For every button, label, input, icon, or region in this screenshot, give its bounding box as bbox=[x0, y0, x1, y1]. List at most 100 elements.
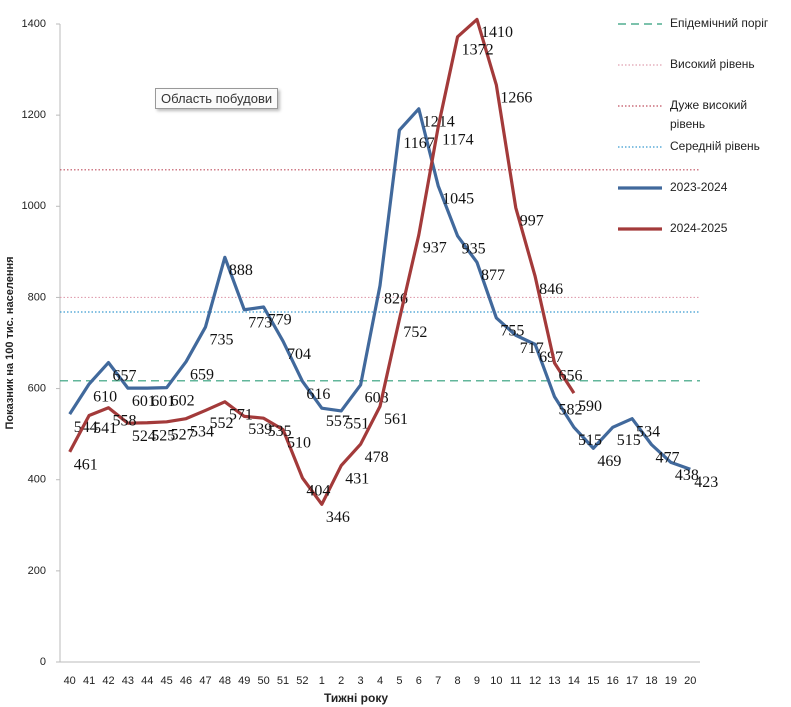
data-label: 551 bbox=[345, 416, 369, 433]
x-tick-label: 40 bbox=[64, 675, 76, 687]
x-tick-label: 4 bbox=[377, 675, 383, 687]
data-label: 779 bbox=[268, 312, 292, 329]
legend-item: Високий рівень bbox=[618, 55, 788, 96]
data-label: 431 bbox=[345, 470, 369, 487]
legend-swatch bbox=[618, 105, 662, 107]
data-label: 935 bbox=[462, 241, 486, 258]
y-axis-label: Показник на 100 тис. населення bbox=[4, 256, 16, 429]
data-label: 735 bbox=[209, 332, 233, 349]
data-label: 717 bbox=[520, 340, 544, 357]
x-tick-label: 5 bbox=[396, 675, 402, 687]
y-tick-label: 0 bbox=[40, 656, 46, 668]
y-tick-label: 200 bbox=[28, 565, 46, 577]
legend-swatch bbox=[618, 146, 662, 148]
y-tick-label: 400 bbox=[28, 474, 46, 486]
x-tick-label: 12 bbox=[529, 675, 541, 687]
data-label: 602 bbox=[171, 392, 195, 409]
legend-item: 2023-2024 bbox=[618, 178, 788, 219]
data-label: 535 bbox=[268, 423, 292, 440]
plot-area-tooltip: Область побудови bbox=[155, 88, 279, 109]
data-label: 478 bbox=[365, 449, 389, 466]
data-label: 755 bbox=[500, 323, 524, 340]
data-label: 697 bbox=[539, 349, 563, 366]
data-label: 656 bbox=[559, 368, 583, 385]
y-tick-label: 1000 bbox=[22, 200, 46, 212]
data-label: 773 bbox=[248, 314, 272, 331]
data-label: 534 bbox=[190, 423, 214, 440]
data-label: 877 bbox=[481, 267, 505, 284]
legend-label: 2023-2024 bbox=[670, 180, 728, 194]
legend-swatch bbox=[618, 186, 662, 190]
data-label: 846 bbox=[539, 281, 563, 298]
legend-label: Епідемічний поріг bbox=[670, 16, 769, 30]
legend-swatch bbox=[618, 64, 662, 66]
x-tick-label: 8 bbox=[455, 675, 461, 687]
data-label: 937 bbox=[423, 240, 447, 257]
y-tick-label: 600 bbox=[28, 382, 46, 394]
x-tick-label: 45 bbox=[161, 675, 173, 687]
x-tick-label: 52 bbox=[296, 675, 308, 687]
data-label: 469 bbox=[597, 453, 621, 470]
x-tick-label: 6 bbox=[416, 675, 422, 687]
legend-swatch bbox=[618, 23, 662, 25]
x-tick-label: 43 bbox=[122, 675, 134, 687]
y-tick-label: 800 bbox=[28, 291, 46, 303]
x-tick-label: 7 bbox=[435, 675, 441, 687]
x-tick-label: 1 bbox=[319, 675, 325, 687]
x-tick-label: 47 bbox=[199, 675, 211, 687]
x-tick-label: 19 bbox=[665, 675, 677, 687]
data-label: 524 bbox=[132, 428, 156, 445]
x-tick-label: 50 bbox=[258, 675, 270, 687]
data-label: 552 bbox=[209, 415, 233, 432]
data-label: 1045 bbox=[442, 190, 474, 207]
x-tick-label: 9 bbox=[474, 675, 480, 687]
x-tick-label: 13 bbox=[548, 675, 560, 687]
data-label: 515 bbox=[578, 432, 602, 449]
data-label: 1372 bbox=[462, 41, 494, 58]
x-tick-label: 17 bbox=[626, 675, 638, 687]
data-label: 534 bbox=[636, 423, 660, 440]
data-label: 510 bbox=[287, 434, 311, 451]
data-label: 582 bbox=[559, 401, 583, 418]
data-label: 1167 bbox=[403, 135, 434, 152]
data-label: 525 bbox=[151, 427, 175, 444]
data-label: 1410 bbox=[481, 24, 513, 41]
data-label: 423 bbox=[694, 474, 718, 491]
y-tick-label: 1400 bbox=[22, 18, 46, 30]
legend-label: Середній рівень bbox=[670, 139, 760, 153]
data-label: 659 bbox=[190, 366, 214, 383]
data-label: 610 bbox=[93, 389, 117, 406]
data-label: 608 bbox=[365, 390, 389, 407]
data-label: 571 bbox=[229, 406, 253, 423]
data-label: 888 bbox=[229, 262, 253, 279]
x-tick-label: 49 bbox=[238, 675, 250, 687]
x-tick-label: 44 bbox=[141, 675, 153, 687]
x-tick-label: 10 bbox=[490, 675, 502, 687]
data-label: 404 bbox=[306, 483, 330, 500]
x-tick-label: 15 bbox=[587, 675, 599, 687]
legend-item: Епідемічний поріг bbox=[618, 14, 788, 55]
data-label: 515 bbox=[617, 432, 641, 449]
legend-label: Високий рівень bbox=[670, 57, 755, 71]
legend: Епідемічний поріг Високий рівень Дуже висо… bbox=[618, 14, 788, 260]
data-label: 461 bbox=[74, 457, 98, 474]
data-label: 346 bbox=[326, 509, 350, 526]
x-tick-label: 41 bbox=[83, 675, 95, 687]
data-label: 477 bbox=[656, 449, 680, 466]
data-label: 539 bbox=[248, 421, 272, 438]
x-tick-label: 3 bbox=[358, 675, 364, 687]
data-label: 590 bbox=[578, 398, 602, 415]
x-tick-label: 14 bbox=[568, 675, 580, 687]
legend-item: Дуже високий рівень bbox=[618, 96, 788, 137]
legend-swatch bbox=[618, 227, 662, 231]
x-tick-label: 2 bbox=[338, 675, 344, 687]
data-label: 557 bbox=[326, 413, 350, 430]
data-label: 438 bbox=[675, 467, 699, 484]
data-label: 997 bbox=[520, 212, 544, 229]
data-label: 601 bbox=[151, 393, 175, 410]
data-label: 752 bbox=[403, 324, 427, 341]
x-tick-label: 42 bbox=[102, 675, 114, 687]
series-line bbox=[68, 107, 691, 471]
